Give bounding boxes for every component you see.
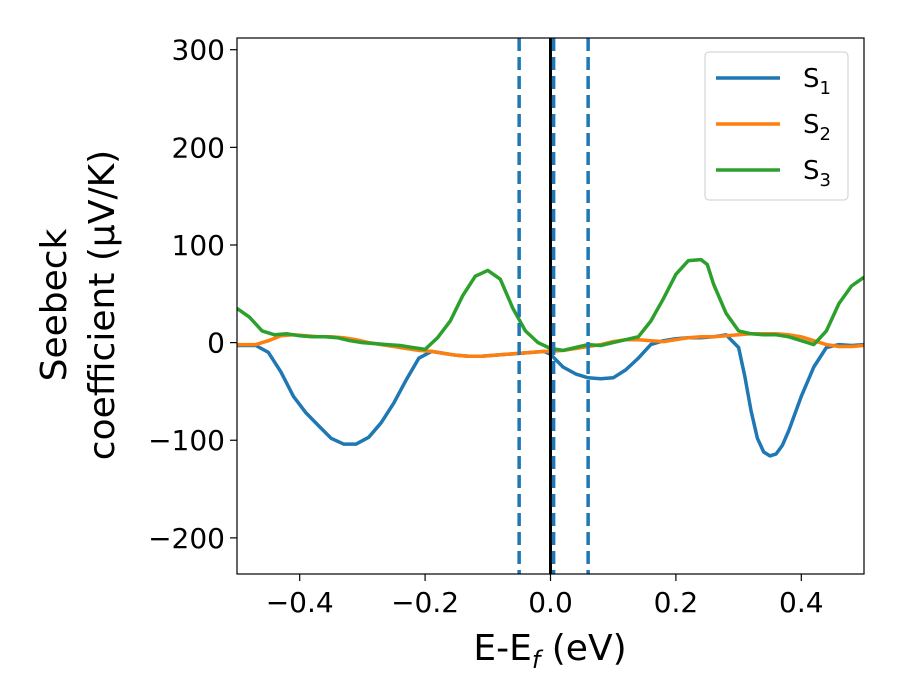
x-tick-label: 0.2 — [654, 586, 699, 619]
y-tick-label: 300 — [172, 34, 225, 67]
legend-box — [704, 51, 849, 201]
y-tick-label: 0 — [207, 327, 225, 360]
y-tick-label: 100 — [172, 229, 225, 262]
y-axis-title-line1: Seebeck — [34, 228, 75, 381]
y-tick-label: −200 — [148, 522, 225, 555]
x-tick-label: −0.2 — [391, 586, 459, 619]
series-line-s1 — [237, 333, 864, 458]
legend-label-s2: S2 — [803, 110, 831, 145]
axis-ticks: −0.4 −0.2 0.0 0.2 0.4 −200 −100 0 100 200 300 — [148, 34, 823, 619]
y-axis-title: Seebeck coefficient (μV/K) — [34, 150, 123, 460]
series-line-s3 — [237, 257, 864, 353]
reference-lines — [517, 38, 590, 574]
legend-label-s1: S1 — [803, 64, 831, 99]
y-tick-label: 200 — [172, 131, 225, 164]
y-axis-title-line2: coefficient (μV/K) — [82, 150, 123, 460]
y-tick-label: −100 — [148, 424, 225, 457]
x-tick-label: 0.4 — [779, 586, 824, 619]
x-tick-label: 0.0 — [528, 586, 573, 619]
legend-label-s3: S3 — [803, 156, 831, 191]
x-axis-title: E-Ef (eV) — [473, 628, 626, 674]
legend: S1 S2 S3 — [704, 51, 849, 201]
x-tick-label: −0.4 — [266, 586, 334, 619]
